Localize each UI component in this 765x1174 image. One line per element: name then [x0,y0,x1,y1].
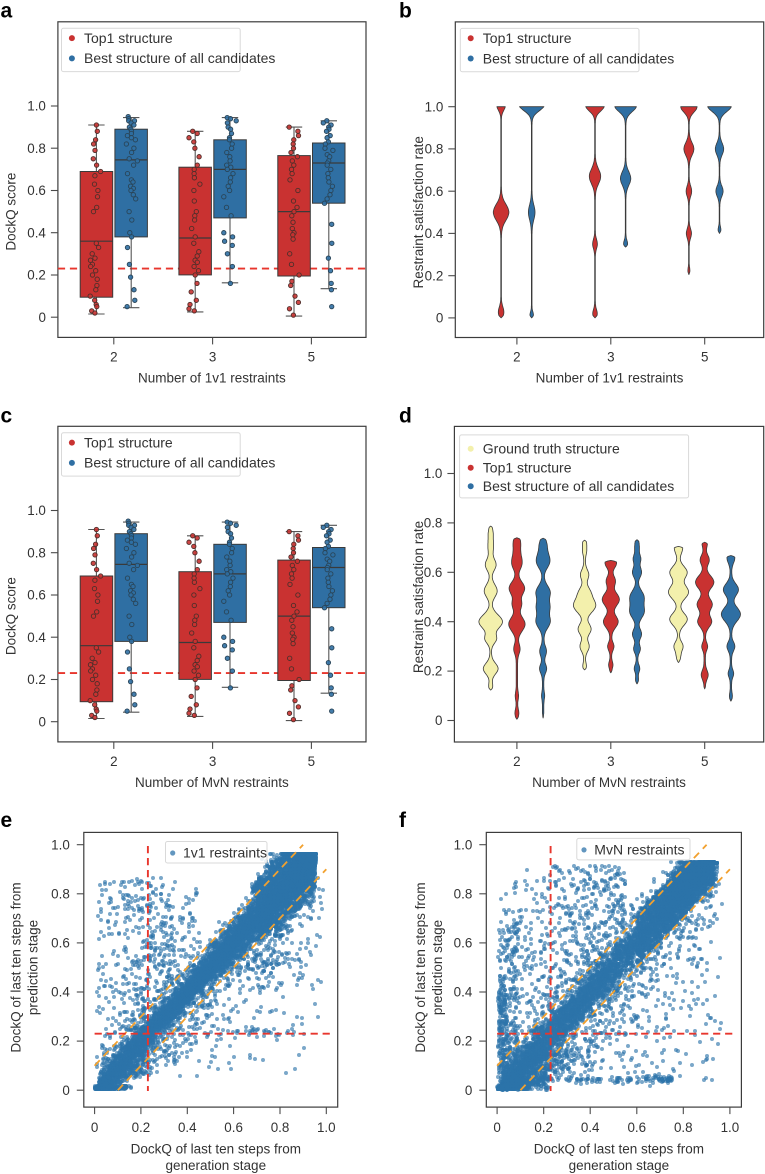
svg-text:0.8: 0.8 [425,142,444,157]
svg-text:1.0: 1.0 [51,837,70,852]
svg-text:0: 0 [62,1083,69,1098]
svg-text:0.2: 0.2 [534,1120,553,1135]
svg-text:generation stage: generation stage [569,1158,670,1173]
svg-text:0: 0 [38,310,45,325]
svg-text:Number of MvN restraints: Number of MvN restraints [135,775,289,790]
svg-text:DockQ of last ten steps from: DockQ of last ten steps from [8,882,23,1052]
svg-text:f: f [399,809,407,832]
svg-text:2: 2 [110,350,117,365]
svg-text:2: 2 [513,350,520,365]
svg-text:0: 0 [465,1083,472,1098]
svg-text:0.6: 0.6 [224,1120,243,1135]
svg-text:0.8: 0.8 [27,141,46,156]
svg-text:0.6: 0.6 [454,936,473,951]
svg-text:Number of MvN restraints: Number of MvN restraints [532,775,686,790]
svg-text:1v1 restraints: 1v1 restraints [183,845,267,861]
svg-text:0.2: 0.2 [132,1120,151,1135]
svg-text:DockQ of last ten steps from: DockQ of last ten steps from [131,1142,301,1157]
svg-text:generation stage: generation stage [166,1158,267,1173]
svg-text:0: 0 [436,311,443,326]
svg-text:0: 0 [91,1120,98,1135]
svg-text:1.0: 1.0 [317,1120,336,1135]
svg-text:0.6: 0.6 [627,1120,646,1135]
svg-text:Number of 1v1 restraints: Number of 1v1 restraints [138,370,286,385]
svg-text:0: 0 [493,1120,500,1135]
svg-text:DockQ score: DockQ score [4,577,19,655]
svg-text:0.4: 0.4 [454,985,473,1000]
svg-text:0.6: 0.6 [27,588,46,603]
svg-text:3: 3 [607,754,614,769]
svg-text:1.0: 1.0 [27,503,46,518]
svg-text:Top1 structure: Top1 structure [84,434,173,450]
svg-text:0.6: 0.6 [51,936,70,951]
svg-text:3: 3 [209,754,216,769]
svg-text:0.4: 0.4 [425,226,444,241]
svg-text:a: a [1,0,13,23]
svg-text:b: b [399,0,412,23]
svg-text:0.8: 0.8 [51,886,70,901]
svg-text:Ground truth structure: Ground truth structure [483,441,620,457]
svg-text:Top1 structure: Top1 structure [483,460,572,476]
svg-text:0.2: 0.2 [424,664,443,679]
svg-text:0.8: 0.8 [454,886,473,901]
svg-text:Top1 structure: Top1 structure [84,30,173,46]
svg-text:1.0: 1.0 [425,99,444,114]
svg-text:1.0: 1.0 [454,837,473,852]
svg-text:0.8: 0.8 [27,545,46,560]
svg-text:Restraint satisfaction rate: Restraint satisfaction rate [411,521,426,673]
svg-text:0.4: 0.4 [27,630,46,645]
svg-text:0.4: 0.4 [51,985,70,1000]
svg-text:0.8: 0.8 [674,1120,693,1135]
svg-text:0.6: 0.6 [27,183,46,198]
svg-text:Best structure of all candidat: Best structure of all candidates [483,50,674,66]
svg-text:0.4: 0.4 [581,1120,600,1135]
svg-text:Top1 structure: Top1 structure [483,30,572,46]
svg-text:0.6: 0.6 [424,565,443,580]
svg-text:0.8: 0.8 [424,516,443,531]
svg-text:2: 2 [513,754,520,769]
svg-text:MvN restraints: MvN restraints [594,842,684,858]
svg-text:Best structure of all candidat: Best structure of all candidates [84,455,275,471]
svg-text:5: 5 [701,754,708,769]
svg-text:0.2: 0.2 [27,672,46,687]
svg-text:1.0: 1.0 [27,99,46,114]
svg-text:0.8: 0.8 [271,1120,290,1135]
svg-text:5: 5 [701,350,708,365]
svg-text:1.0: 1.0 [721,1120,740,1135]
svg-text:5: 5 [308,754,315,769]
svg-text:e: e [1,809,13,832]
svg-text:DockQ score: DockQ score [4,173,19,251]
svg-text:0.4: 0.4 [178,1120,197,1135]
svg-text:prediction stage: prediction stage [430,920,445,1015]
svg-text:c: c [1,405,13,428]
svg-text:3: 3 [607,350,614,365]
svg-text:0.2: 0.2 [27,268,46,283]
svg-text:Number of 1v1 restraints: Number of 1v1 restraints [536,371,684,386]
svg-text:0.4: 0.4 [424,614,443,629]
svg-text:5: 5 [308,350,315,365]
svg-text:Best structure of all candidat: Best structure of all candidates [84,50,275,66]
svg-text:0: 0 [38,714,45,729]
svg-text:prediction stage: prediction stage [25,920,40,1015]
svg-text:0.2: 0.2 [454,1034,473,1049]
svg-text:3: 3 [209,350,216,365]
svg-text:1.0: 1.0 [424,466,443,481]
svg-text:0.6: 0.6 [425,184,444,199]
svg-text:Best structure of all candidat: Best structure of all candidates [483,478,674,494]
svg-text:d: d [399,405,412,428]
svg-text:DockQ of last ten steps from: DockQ of last ten steps from [413,882,428,1052]
svg-text:0.2: 0.2 [51,1034,70,1049]
svg-text:Restraint satisfaction rate: Restraint satisfaction rate [411,136,426,288]
svg-text:2: 2 [110,754,117,769]
svg-text:0.2: 0.2 [425,268,444,283]
svg-text:DockQ of last ten steps from: DockQ of last ten steps from [534,1142,704,1157]
svg-text:0: 0 [435,713,442,728]
svg-text:0.4: 0.4 [27,225,46,240]
